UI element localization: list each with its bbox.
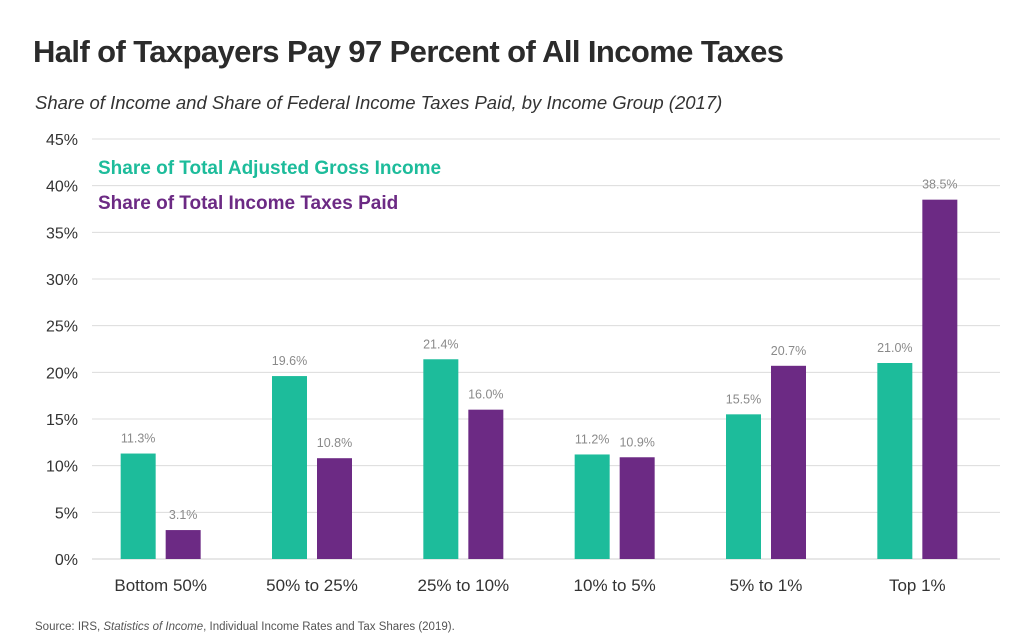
data-label: 10.9% — [619, 435, 654, 449]
data-label: 38.5% — [922, 178, 957, 192]
x-tick-label: Top 1% — [889, 576, 946, 595]
source-suffix: , Individual Income Rates and Tax Shares… — [203, 621, 455, 633]
bar-income — [120, 453, 156, 559]
bar-taxes — [165, 530, 201, 559]
bar-taxes — [619, 457, 655, 559]
bar-income — [574, 454, 610, 559]
bar-income — [423, 359, 459, 559]
y-tick-label: 35% — [46, 225, 78, 242]
data-label: 3.1% — [169, 508, 198, 522]
chart-title: Half of Taxpayers Pay 97 Percent of All … — [33, 34, 784, 69]
source-prefix: Source: IRS, — [35, 621, 104, 633]
data-label: 21.0% — [877, 341, 912, 355]
y-tick-label: 20% — [46, 365, 78, 382]
bar-income — [877, 363, 913, 559]
x-tick-label: Bottom 50% — [114, 576, 207, 595]
y-tick-label: 10% — [46, 459, 78, 476]
x-tick-label: 25% to 10% — [417, 576, 509, 595]
legend-income: Share of Total Adjusted Gross Income — [98, 158, 442, 179]
x-tick-label: 50% to 25% — [266, 576, 358, 595]
data-label: 11.3% — [121, 432, 156, 446]
bar-taxes — [468, 409, 504, 559]
data-label: 19.6% — [272, 354, 307, 368]
data-label: 10.8% — [317, 436, 352, 450]
y-tick-label: 45% — [46, 132, 78, 149]
bar-taxes — [922, 199, 958, 559]
chart-subtitle: Share of Income and Share of Federal Inc… — [35, 92, 723, 113]
source-note: Source: IRS, Statistics of Income, Indiv… — [35, 621, 455, 633]
y-tick-label: 25% — [46, 319, 78, 336]
source-italic: Statistics of Income — [103, 621, 204, 633]
y-tick-label: 5% — [55, 505, 78, 522]
bar-income — [272, 376, 307, 559]
y-tick-label: 30% — [46, 272, 78, 289]
bar-taxes — [317, 458, 352, 559]
data-label: 21.4% — [423, 337, 458, 351]
data-label: 16.0% — [468, 388, 503, 402]
bar-taxes — [771, 365, 806, 559]
data-label: 15.5% — [726, 392, 761, 406]
data-label: 11.2% — [575, 432, 610, 446]
x-tick-label: 10% to 5% — [574, 576, 656, 595]
y-tick-label: 0% — [55, 552, 78, 569]
y-tick-label: 40% — [46, 179, 78, 196]
bar-income — [726, 414, 761, 559]
legend-taxes: Share of Total Income Taxes Paid — [98, 193, 399, 214]
data-label: 20.7% — [771, 344, 806, 358]
x-tick-label: 5% to 1% — [730, 576, 803, 595]
y-tick-label: 15% — [46, 412, 78, 429]
